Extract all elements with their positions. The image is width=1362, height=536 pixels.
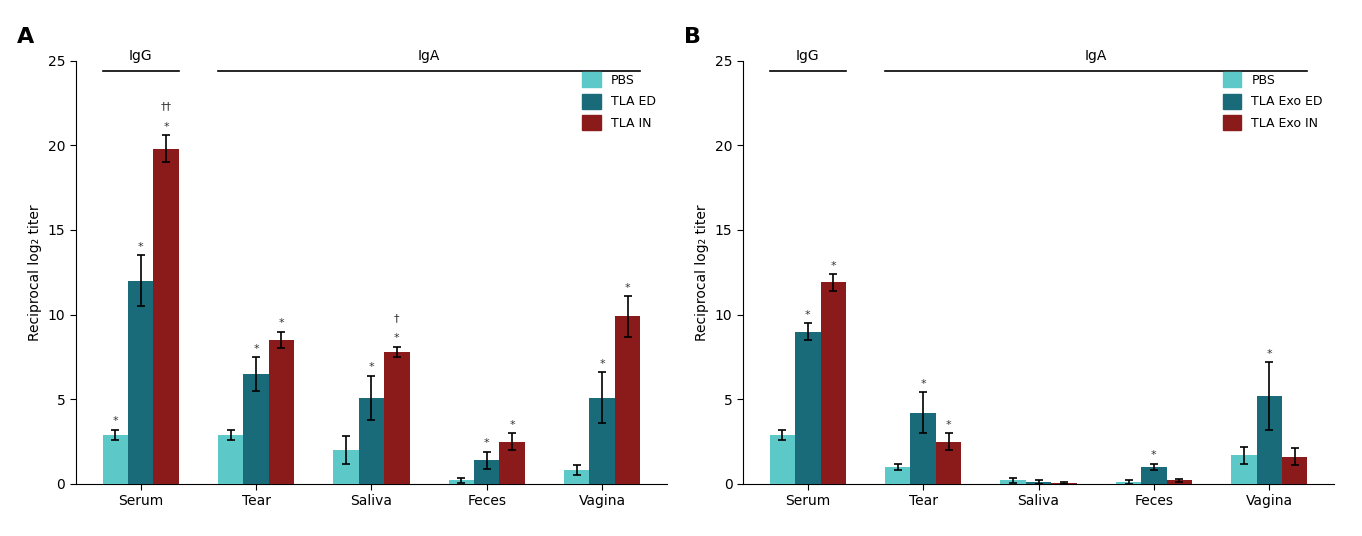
Text: B: B <box>684 27 700 47</box>
Bar <box>820 282 846 484</box>
Y-axis label: Reciprocal log₂ titer: Reciprocal log₂ titer <box>29 204 42 340</box>
Bar <box>218 435 244 484</box>
Bar <box>128 281 154 484</box>
Text: *: * <box>599 359 605 369</box>
Text: *: * <box>831 260 836 271</box>
Text: *: * <box>805 310 810 319</box>
Text: *: * <box>394 333 399 344</box>
Text: IgA: IgA <box>1086 49 1107 63</box>
Text: †: † <box>394 313 399 323</box>
Bar <box>1167 480 1192 484</box>
Bar <box>268 340 294 484</box>
Bar <box>1115 482 1141 484</box>
Bar <box>910 413 936 484</box>
Text: *: * <box>625 282 631 293</box>
Bar <box>1257 396 1282 484</box>
Text: *: * <box>509 420 515 430</box>
Text: A: A <box>16 27 34 47</box>
Bar <box>448 480 474 484</box>
Bar <box>358 398 384 484</box>
Bar <box>564 470 590 484</box>
Text: *: * <box>1151 450 1156 460</box>
Text: *: * <box>1267 348 1272 359</box>
Bar <box>795 332 820 484</box>
Bar <box>384 352 410 484</box>
Text: *: * <box>484 438 489 448</box>
Bar <box>1051 483 1076 484</box>
Text: IgG: IgG <box>129 49 153 63</box>
Text: *: * <box>113 416 118 426</box>
Bar <box>936 442 962 484</box>
Legend: PBS, TLA ED, TLA IN: PBS, TLA ED, TLA IN <box>577 67 661 135</box>
Bar <box>1141 467 1167 484</box>
Bar <box>474 460 500 484</box>
Bar <box>500 442 524 484</box>
Bar <box>614 316 640 484</box>
Bar <box>1026 482 1051 484</box>
Text: *: * <box>921 379 926 389</box>
Text: *: * <box>945 420 952 430</box>
Text: IgA: IgA <box>418 49 440 63</box>
Bar <box>1001 480 1026 484</box>
Bar <box>154 149 178 484</box>
Text: *: * <box>253 344 259 354</box>
Text: IgG: IgG <box>795 49 820 63</box>
Bar <box>590 398 614 484</box>
Bar <box>244 374 268 484</box>
Bar <box>770 435 795 484</box>
Text: *: * <box>279 318 285 328</box>
Y-axis label: Reciprocal log₂ titer: Reciprocal log₂ titer <box>695 204 710 340</box>
Bar <box>1282 457 1308 484</box>
Bar <box>334 450 358 484</box>
Text: *: * <box>369 362 375 372</box>
Bar <box>885 467 910 484</box>
Text: *: * <box>163 122 169 132</box>
Text: ††: †† <box>161 101 172 111</box>
Bar <box>102 435 128 484</box>
Legend: PBS, TLA Exo ED, TLA Exo IN: PBS, TLA Exo ED, TLA Exo IN <box>1218 67 1328 135</box>
Text: *: * <box>138 242 143 252</box>
Bar <box>1231 455 1257 484</box>
